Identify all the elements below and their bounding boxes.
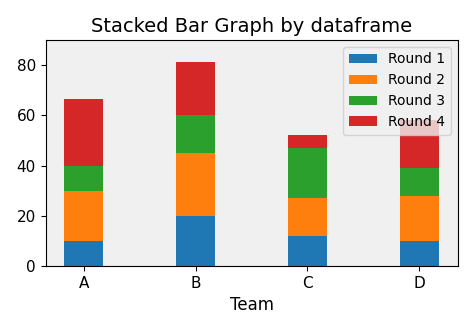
Bar bbox=[400, 241, 439, 266]
Bar bbox=[176, 216, 215, 266]
Bar bbox=[400, 120, 439, 168]
Bar bbox=[288, 236, 327, 266]
Bar bbox=[288, 135, 327, 148]
Bar bbox=[64, 166, 103, 191]
Bar bbox=[64, 191, 103, 241]
Bar bbox=[288, 198, 327, 236]
Bar bbox=[64, 99, 103, 166]
Bar bbox=[176, 63, 215, 115]
Legend: Round 1, Round 2, Round 3, Round 4: Round 1, Round 2, Round 3, Round 4 bbox=[344, 47, 451, 135]
Bar bbox=[64, 241, 103, 266]
Bar bbox=[176, 115, 215, 153]
Bar bbox=[288, 148, 327, 198]
Bar bbox=[400, 168, 439, 196]
Bar bbox=[176, 153, 215, 216]
Bar bbox=[400, 196, 439, 241]
Title: Stacked Bar Graph by dataframe: Stacked Bar Graph by dataframe bbox=[91, 17, 412, 35]
X-axis label: Team: Team bbox=[229, 297, 273, 314]
